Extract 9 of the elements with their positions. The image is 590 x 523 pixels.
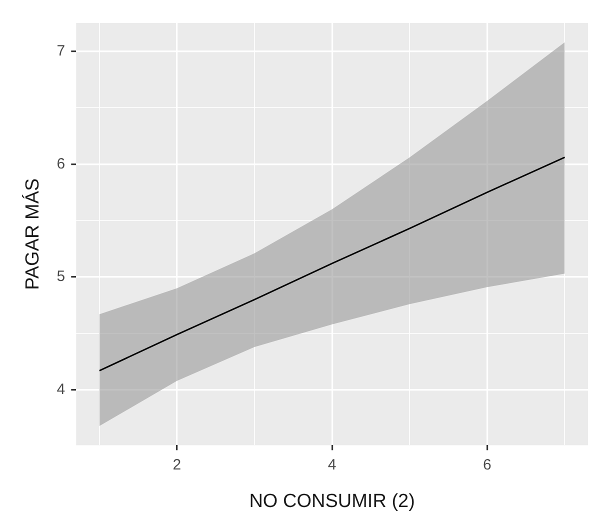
x-tick-label: 4 bbox=[328, 456, 336, 474]
x-axis-title: NO CONSUMIR (2) bbox=[249, 490, 415, 512]
y-tick-label: 4 bbox=[56, 381, 66, 398]
x-tick-label: 6 bbox=[483, 456, 492, 474]
y-tick-label: 5 bbox=[56, 268, 66, 286]
y-tick-label: 6 bbox=[56, 155, 66, 172]
y-axis-title: PAGAR MÁS bbox=[22, 178, 44, 290]
x-tick-label: 2 bbox=[172, 456, 182, 474]
y-tick-label: 7 bbox=[56, 42, 66, 60]
